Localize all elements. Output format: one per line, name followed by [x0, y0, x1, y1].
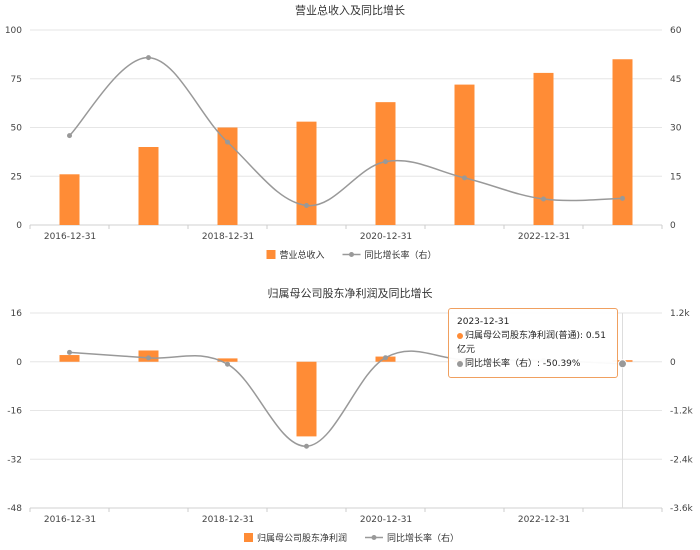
chart2-y-right-tick-label: 0 — [670, 358, 676, 368]
chart2-bar — [217, 358, 238, 362]
chart2-y-right-tick-label: -1.2k — [670, 407, 694, 417]
chart2-legend-bar-swatch — [244, 533, 253, 542]
chart1-y-right-tick-label: 45 — [670, 75, 681, 85]
chart1-bar — [217, 127, 238, 225]
chart2-growth-point — [618, 359, 627, 369]
chart1-x-tick-label: 2018-12-31 — [202, 232, 254, 242]
chart2-growth-point — [67, 349, 72, 355]
chart2-x-tick-label: 2016-12-31 — [44, 515, 96, 525]
chart1-bar — [612, 59, 633, 225]
chart1-legend-line-label: 同比增长率（右） — [365, 249, 437, 261]
chart1-y-tick-label: 100 — [5, 26, 22, 36]
chart1-y-right-tick-label: 15 — [670, 172, 681, 182]
chart2-legend-line-label: 同比增长率（右） — [387, 532, 459, 544]
chart2-y-tick-label: -48 — [7, 504, 22, 514]
chart2-legend-line-marker — [371, 535, 377, 540]
chart2-y-tick-label: 0 — [16, 358, 22, 368]
tooltip-date: 2023-12-31 — [457, 317, 510, 327]
tooltip-line-profit: 归属母公司股东净利润(普通): 0.51亿元 — [457, 329, 609, 357]
tooltip-profit-text: 归属母公司股东净利润(普通): 0.51亿元 — [457, 331, 606, 355]
tooltip-profit-dot — [457, 332, 463, 339]
chart2-y-tick-label: 16 — [11, 309, 23, 319]
chart2-x-tick-label: 2022-12-31 — [518, 515, 570, 525]
chart1-bar — [138, 147, 159, 225]
chart1-bar — [296, 121, 317, 225]
chart1-bar — [533, 72, 554, 226]
chart2-bar — [296, 361, 317, 437]
chart1-growth-point — [225, 139, 230, 145]
chart1-x-tick-label: 2016-12-31 — [44, 232, 96, 242]
chart2-y-right-tick-label: 1.2k — [670, 309, 690, 319]
chart1-growth-point — [383, 159, 388, 165]
chart2-growth-point — [304, 443, 309, 449]
chart1-growth-point — [146, 55, 151, 61]
tooltip: 2023-12-31 归属母公司股东净利润(普通): 0.51亿元 同比增长率（… — [448, 308, 618, 378]
chart2-title: 归属母公司股东净利润及同比增长 — [268, 286, 433, 300]
chart1-title: 营业总收入及同比增长 — [295, 3, 405, 17]
chart2-growth-point — [225, 361, 230, 367]
chart1-y-tick-label: 0 — [16, 221, 22, 231]
chart1-growth-point — [67, 133, 72, 139]
chart1-growth-point — [304, 203, 309, 208]
chart2-x-tick-label: 2018-12-31 — [202, 515, 254, 525]
tooltip-growth-text: 同比增长率（右）: -50.39% — [465, 359, 581, 369]
chart2-y-right-tick-label: -3.6k — [670, 504, 694, 514]
chart1-x-tick-label: 2020-12-31 — [360, 232, 412, 242]
tooltip-line-growth: 同比增长率（右）: -50.39% — [457, 357, 609, 371]
chart2-y-tick-label: -16 — [7, 407, 22, 417]
chart2-growth-point — [383, 355, 388, 361]
chart1-y-tick-label: 25 — [11, 172, 22, 182]
chart1-bar — [454, 84, 475, 225]
chart1-legend-line-marker — [349, 252, 354, 257]
chart2-y-tick-label: -32 — [7, 455, 22, 465]
chart1-bar — [59, 174, 80, 225]
chart1-legend-bar-swatch — [266, 250, 276, 259]
chart1-y-right-tick-label: 60 — [670, 26, 682, 36]
chart2-legend-bar-label: 归属母公司股东净利润 — [257, 532, 347, 544]
chart1-y-right-tick-label: 30 — [670, 124, 682, 134]
chart1-y-right-tick-label: 0 — [670, 221, 676, 231]
chart1-x-tick-label: 2022-12-31 — [518, 232, 570, 242]
chart2-x-tick-label: 2020-12-31 — [360, 515, 412, 525]
chart1-growth-point — [541, 196, 546, 202]
chart1-y-tick-label: 50 — [11, 124, 23, 134]
chart2-bar — [59, 355, 80, 362]
chart1-growth-point — [620, 195, 625, 201]
chart1-growth-point — [462, 175, 467, 181]
chart2-y-right-tick-label: -2.4k — [670, 455, 694, 465]
tooltip-growth-dot — [457, 360, 463, 367]
chart1-y-tick-label: 75 — [11, 75, 22, 85]
chart2-growth-point — [146, 355, 151, 361]
chart1-legend-bar-label: 营业总收入 — [280, 249, 325, 261]
